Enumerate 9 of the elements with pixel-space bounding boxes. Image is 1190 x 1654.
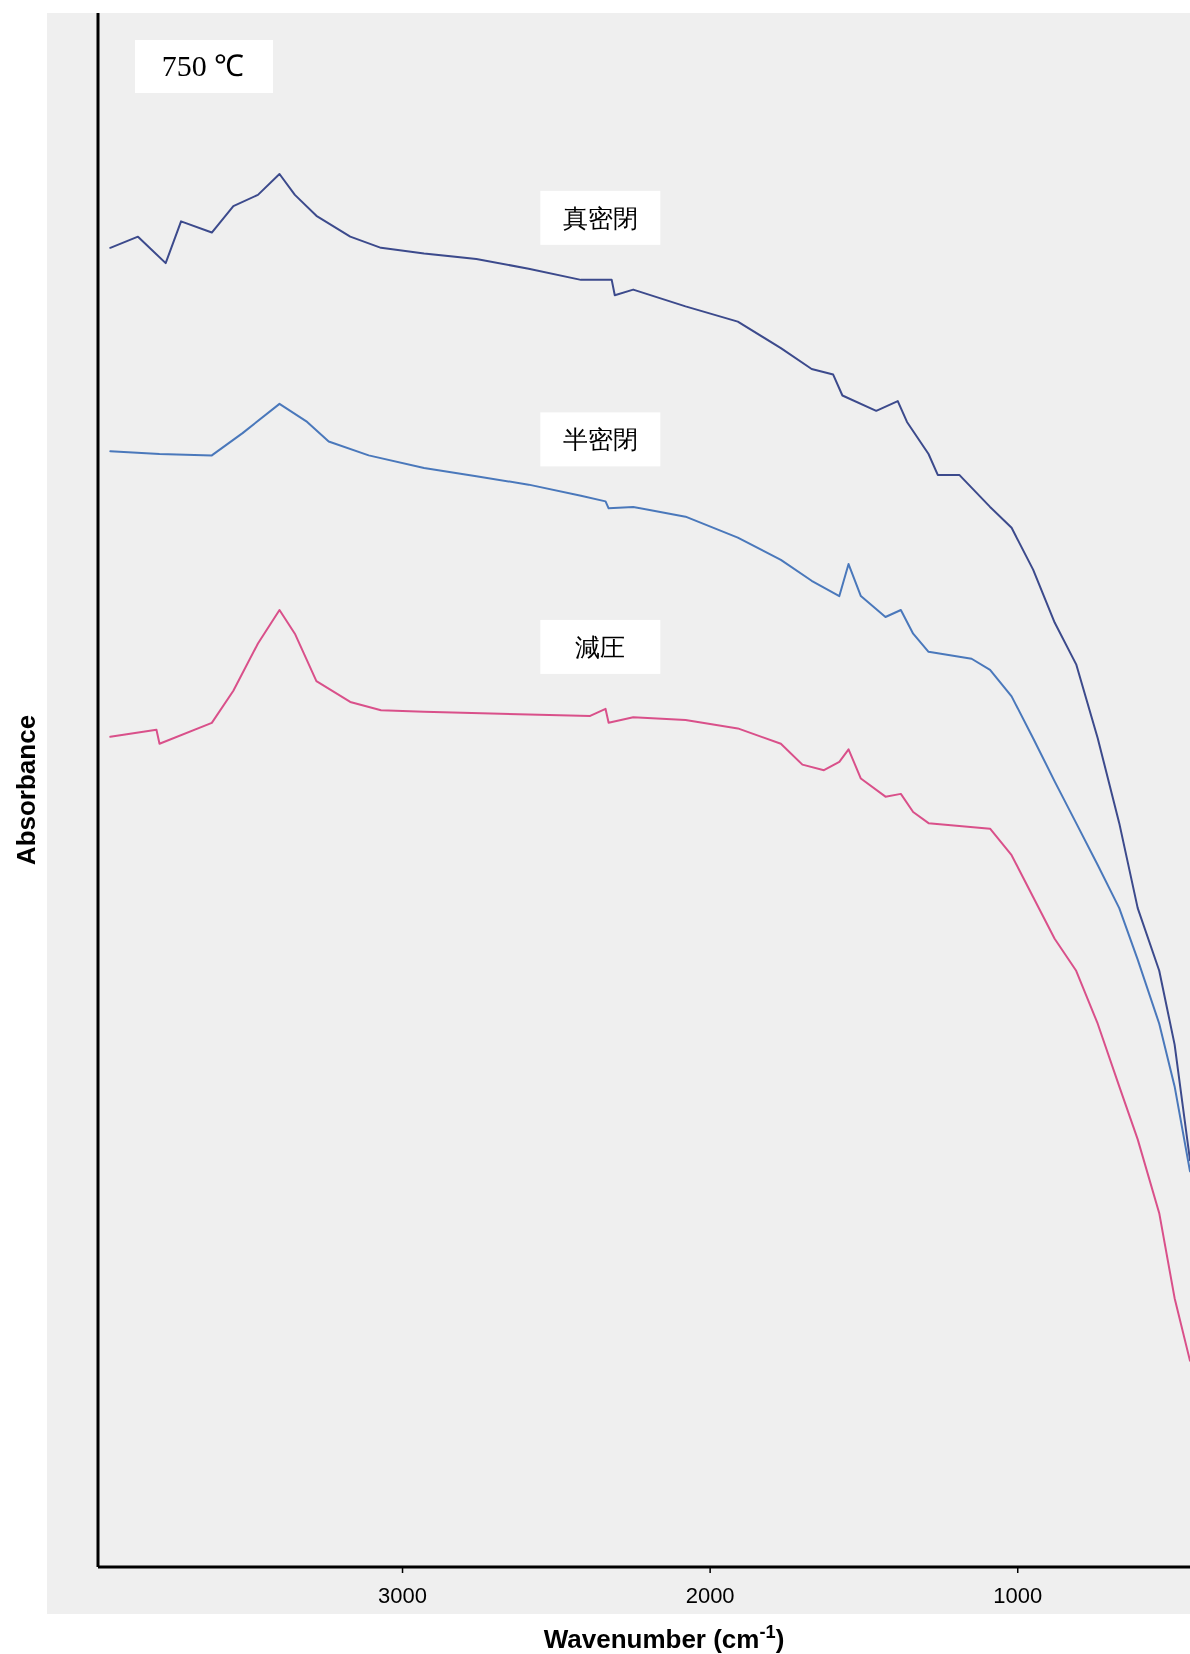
text: 750 ℃: [161, 49, 245, 82]
series-label: 真密閉: [562, 203, 638, 233]
x-tick-label: 3000: [378, 1583, 428, 1608]
series-label: 半密閉: [562, 425, 638, 455]
x-tick-label: 2000: [685, 1583, 735, 1608]
y-axis-title: Absorbance: [11, 714, 41, 866]
x-axis-title: Wavenumber (cm$^{-1}$): [543, 1622, 785, 1654]
x-tick-label: 1000: [993, 1583, 1043, 1608]
text: 減圧: [575, 632, 626, 662]
